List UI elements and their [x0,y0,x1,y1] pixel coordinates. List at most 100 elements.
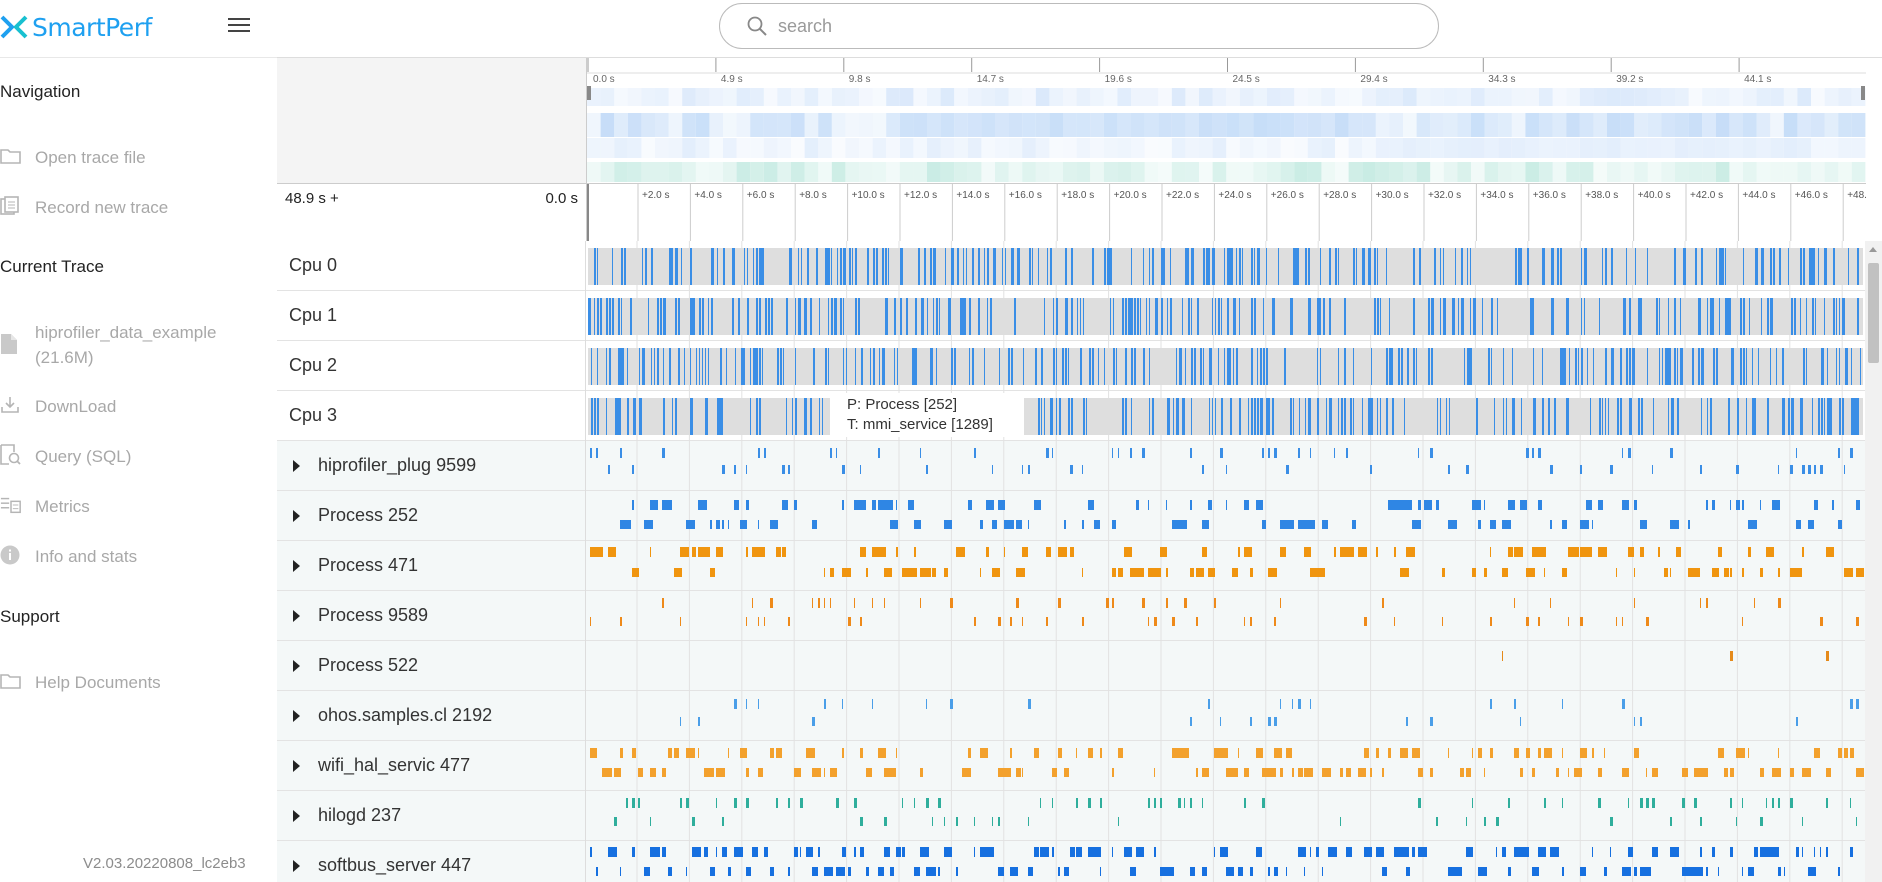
menu-toggle-button[interactable] [226,14,252,38]
track-lane[interactable] [586,491,1865,541]
track-name-cell[interactable]: Process 522 [277,641,586,691]
track-name: Process 9589 [318,605,429,625]
svg-text:+48.: +48. [1847,190,1866,201]
track-name: ohos.samples.cl 2192 [318,705,493,725]
scrollbar-thumb[interactable] [1868,263,1879,363]
slice-tooltip: P: Process [252] T: mmi_service [1289] [831,393,1010,437]
track-lane[interactable] [586,241,1865,291]
nav-query-sql[interactable]: Query (SQL) [0,444,131,469]
svg-text:+2.0 s: +2.0 s [642,190,670,201]
track-row[interactable]: Cpu 3 [277,391,1865,441]
expand-triangle-icon[interactable] [293,460,300,472]
track-name-cell[interactable]: Process 9589 [277,591,586,641]
expand-triangle-icon[interactable] [293,810,300,822]
track-name: Process 252 [318,505,419,525]
track-name-cell[interactable]: hilogd 237 [277,791,586,841]
search-icon [747,16,767,36]
track-name-cell[interactable]: Cpu 1 [277,291,586,341]
expand-triangle-icon[interactable] [293,510,300,522]
track-row[interactable]: Process 252 [277,491,1865,541]
nav-metrics[interactable]: Metrics [0,494,90,519]
track-lane[interactable] [586,341,1865,391]
nav-open-trace-file[interactable]: Open trace file [0,145,146,170]
range-info: 48.9 s + 0.0 s [277,183,586,242]
svg-text:+46.0 s: +46.0 s [1795,190,1828,201]
track-slices [590,541,1864,591]
track-lane[interactable] [586,541,1865,591]
timeline-overview[interactable]: 0.0 s 4.9 s 9.8 s 14.7 s 19.6 s 24.5 s 29.4 s 3… [586,58,1866,183]
track-row[interactable]: Cpu 2 [277,341,1865,391]
track-lane[interactable] [586,391,1865,441]
svg-text:+38.0 s: +38.0 s [1585,190,1618,201]
track-slices [588,341,1863,391]
trace-file-size: (21.6M) [35,348,94,367]
expand-triangle-icon[interactable] [293,860,300,872]
tracks-scrollbar[interactable] [1865,241,1882,882]
svg-text:14.7 s: 14.7 s [977,74,1004,85]
svg-text:+30.0 s: +30.0 s [1376,190,1409,201]
track-name-cell[interactable]: Cpu 0 [277,241,586,291]
expand-triangle-icon[interactable] [293,560,300,572]
track-name: Process 522 [318,655,419,675]
app-logo[interactable]: SmartPerf [0,10,152,44]
svg-text:+12.0 s: +12.0 s [904,190,937,201]
track-row[interactable]: ohos.samples.cl 2192 [277,691,1865,741]
track-lane[interactable] [586,291,1865,341]
svg-text:24.5 s: 24.5 s [1233,74,1260,85]
track-row[interactable]: Process 471 [277,541,1865,591]
track-slices [588,241,1863,291]
nav-download[interactable]: DownLoad [0,394,116,419]
scroll-up-icon[interactable] [1869,247,1877,252]
track-name: wifi_hal_servic 477 [318,755,471,775]
track-row[interactable]: wifi_hal_servic 477 [277,741,1865,791]
expand-triangle-icon[interactable] [293,710,300,722]
track-lane[interactable] [586,841,1865,882]
nav-current-trace-file[interactable]: hiprofiler_data_example (21.6M) [0,320,216,370]
expand-triangle-icon[interactable] [293,760,300,772]
nav-record-new-trace[interactable]: Record new trace [0,195,168,220]
track-lane[interactable] [586,441,1865,491]
track-row[interactable]: hiprofiler_plug 9599 [277,441,1865,491]
track-row[interactable]: hilogd 237 [277,791,1865,841]
track-name-cell[interactable]: Process 252 [277,491,586,541]
svg-text:0.0 s: 0.0 s [593,74,615,85]
track-lane[interactable] [586,641,1865,691]
track-name-cell[interactable]: ohos.samples.cl 2192 [277,691,586,741]
track-slices [620,491,1860,541]
svg-text:+34.0 s: +34.0 s [1480,190,1513,201]
track-row[interactable]: Cpu 0 [277,241,1865,291]
query-icon [0,444,22,466]
overview-heatmap[interactable]: 0.0 s 4.9 s 9.8 s 14.7 s 19.6 s 24.5 s 29.4 s 3… [587,58,1866,183]
track-row[interactable]: softbus_server 447 [277,841,1865,882]
nav-info-and-stats[interactable]: Info and stats [0,544,137,569]
svg-text:9.8 s: 9.8 s [849,74,871,85]
track-row[interactable]: Process 522 [277,641,1865,691]
track-name-cell[interactable]: Cpu 2 [277,341,586,391]
track-name-cell[interactable]: Process 471 [277,541,586,591]
track-row[interactable]: Cpu 1 [277,291,1865,341]
expand-triangle-icon[interactable] [293,660,300,672]
track-name-cell[interactable]: Cpu 3 [277,391,586,441]
track-name-cell[interactable]: hiprofiler_plug 9599 [277,441,586,491]
track-lane[interactable] [586,791,1865,841]
svg-text:+28.0 s: +28.0 s [1323,190,1356,201]
nav-help-documents[interactable]: Help Documents [0,670,161,695]
time-ruler[interactable]: +2.0 s +4.0 s +6.0 s +8.0 s +10.0 s +12.0 s +1… [586,183,1867,242]
track-lane[interactable] [586,691,1865,741]
sidebar: SmartPerf Navigation Open trace file Rec… [0,0,277,882]
expand-triangle-icon[interactable] [293,610,300,622]
track-name-cell[interactable]: softbus_server 447 [277,841,586,882]
track-name-cell[interactable]: wifi_hal_servic 477 [277,741,586,791]
track-name: Process 471 [318,555,419,575]
top-bar [277,0,1882,58]
track-lane[interactable] [586,741,1865,791]
svg-text:+4.0 s: +4.0 s [694,190,722,201]
track-row[interactable]: Process 9589 [277,591,1865,641]
svg-text:+32.0 s: +32.0 s [1428,190,1461,201]
smartperf-logo-icon [0,15,28,39]
nav-label: Info and stats [35,547,138,566]
track-lane[interactable] [586,591,1865,641]
nav-label: Query (SQL) [35,447,132,466]
search-box[interactable] [719,3,1439,49]
search-input[interactable] [776,14,1380,38]
